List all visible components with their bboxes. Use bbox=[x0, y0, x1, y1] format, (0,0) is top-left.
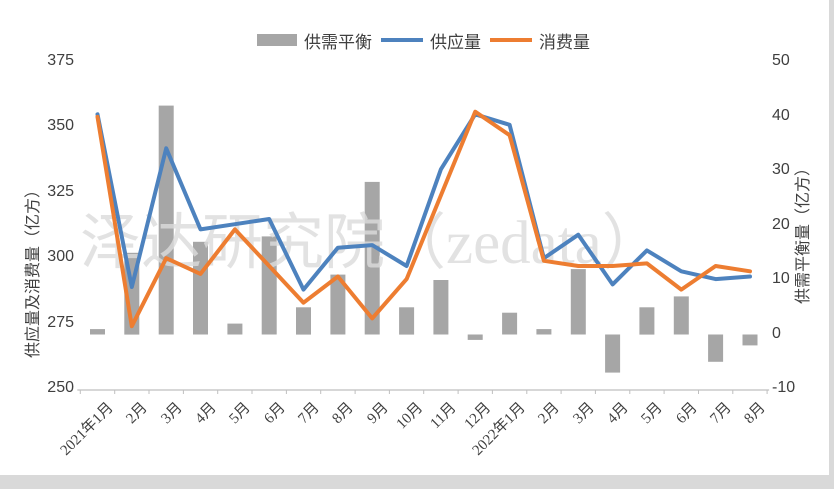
left-axis-tick-label: 325 bbox=[47, 182, 74, 200]
chart-panel: 泽达研究院（zedata） 供需平衡 供应量 消费量 供应量及消费量（亿方） 供… bbox=[0, 0, 829, 475]
balance-bar bbox=[90, 329, 105, 335]
balance-bar bbox=[433, 280, 449, 335]
balance-bar bbox=[605, 334, 621, 373]
left-axis-tick-label: 275 bbox=[47, 313, 74, 331]
right-axis-tick-label: 40 bbox=[772, 106, 790, 124]
consumption-line bbox=[95, 109, 752, 329]
balance-bar bbox=[399, 307, 415, 335]
balance-legend-label: 供需平衡 bbox=[304, 32, 372, 52]
right-axis-tick-label: 30 bbox=[772, 161, 790, 178]
balance-bar bbox=[708, 334, 724, 362]
x-axis-line bbox=[77, 389, 770, 394]
balance-swatch bbox=[257, 34, 297, 46]
balance-bars bbox=[90, 105, 758, 373]
consumption-legend-label: 消费量 bbox=[539, 32, 590, 52]
legend-item-supply: 供应量 bbox=[381, 28, 481, 53]
right-axis-title: 供需平衡量（亿方） bbox=[795, 159, 812, 305]
balance-bar bbox=[364, 181, 380, 335]
left-axis-title: 供应量及消费量（亿方） bbox=[25, 181, 42, 359]
balance-bar bbox=[502, 312, 518, 335]
balance-bar bbox=[639, 307, 655, 335]
balance-bar bbox=[742, 334, 758, 346]
consumption-swatch bbox=[490, 38, 532, 42]
supply-legend-label: 供应量 bbox=[430, 32, 481, 52]
balance-bar bbox=[536, 329, 552, 335]
plot-area: 泽达研究院（zedata） bbox=[77, 105, 770, 394]
right-axis-tick-label: 0 bbox=[772, 324, 781, 342]
balance-bar bbox=[296, 307, 311, 335]
left-axis-tick-label: 250 bbox=[47, 379, 74, 396]
right-axis-tick-label: 10 bbox=[772, 270, 790, 287]
left-axis-tick-label: 375 bbox=[47, 52, 74, 69]
supply-swatch bbox=[381, 38, 423, 42]
balance-bar bbox=[673, 296, 689, 335]
legend-item-balance: 供需平衡 bbox=[257, 28, 372, 53]
right-axis-tick-label: -10 bbox=[772, 379, 796, 396]
right-axis-tick-label: 20 bbox=[772, 215, 790, 233]
balance-bar bbox=[330, 274, 346, 335]
balance-bar bbox=[570, 269, 586, 335]
balance-bar bbox=[227, 323, 243, 335]
left-axis-tick-label: 300 bbox=[47, 248, 74, 266]
legend: 供需平衡 供应量 消费量 bbox=[80, 28, 767, 52]
balance-bar bbox=[193, 241, 208, 335]
legend-item-consumption: 消费量 bbox=[490, 28, 590, 53]
supply-line bbox=[95, 112, 752, 292]
balance-bar bbox=[467, 334, 483, 340]
right-axis-tick-label: 50 bbox=[772, 52, 790, 69]
data-lines bbox=[95, 109, 752, 329]
left-axis-tick-label: 350 bbox=[47, 117, 74, 135]
